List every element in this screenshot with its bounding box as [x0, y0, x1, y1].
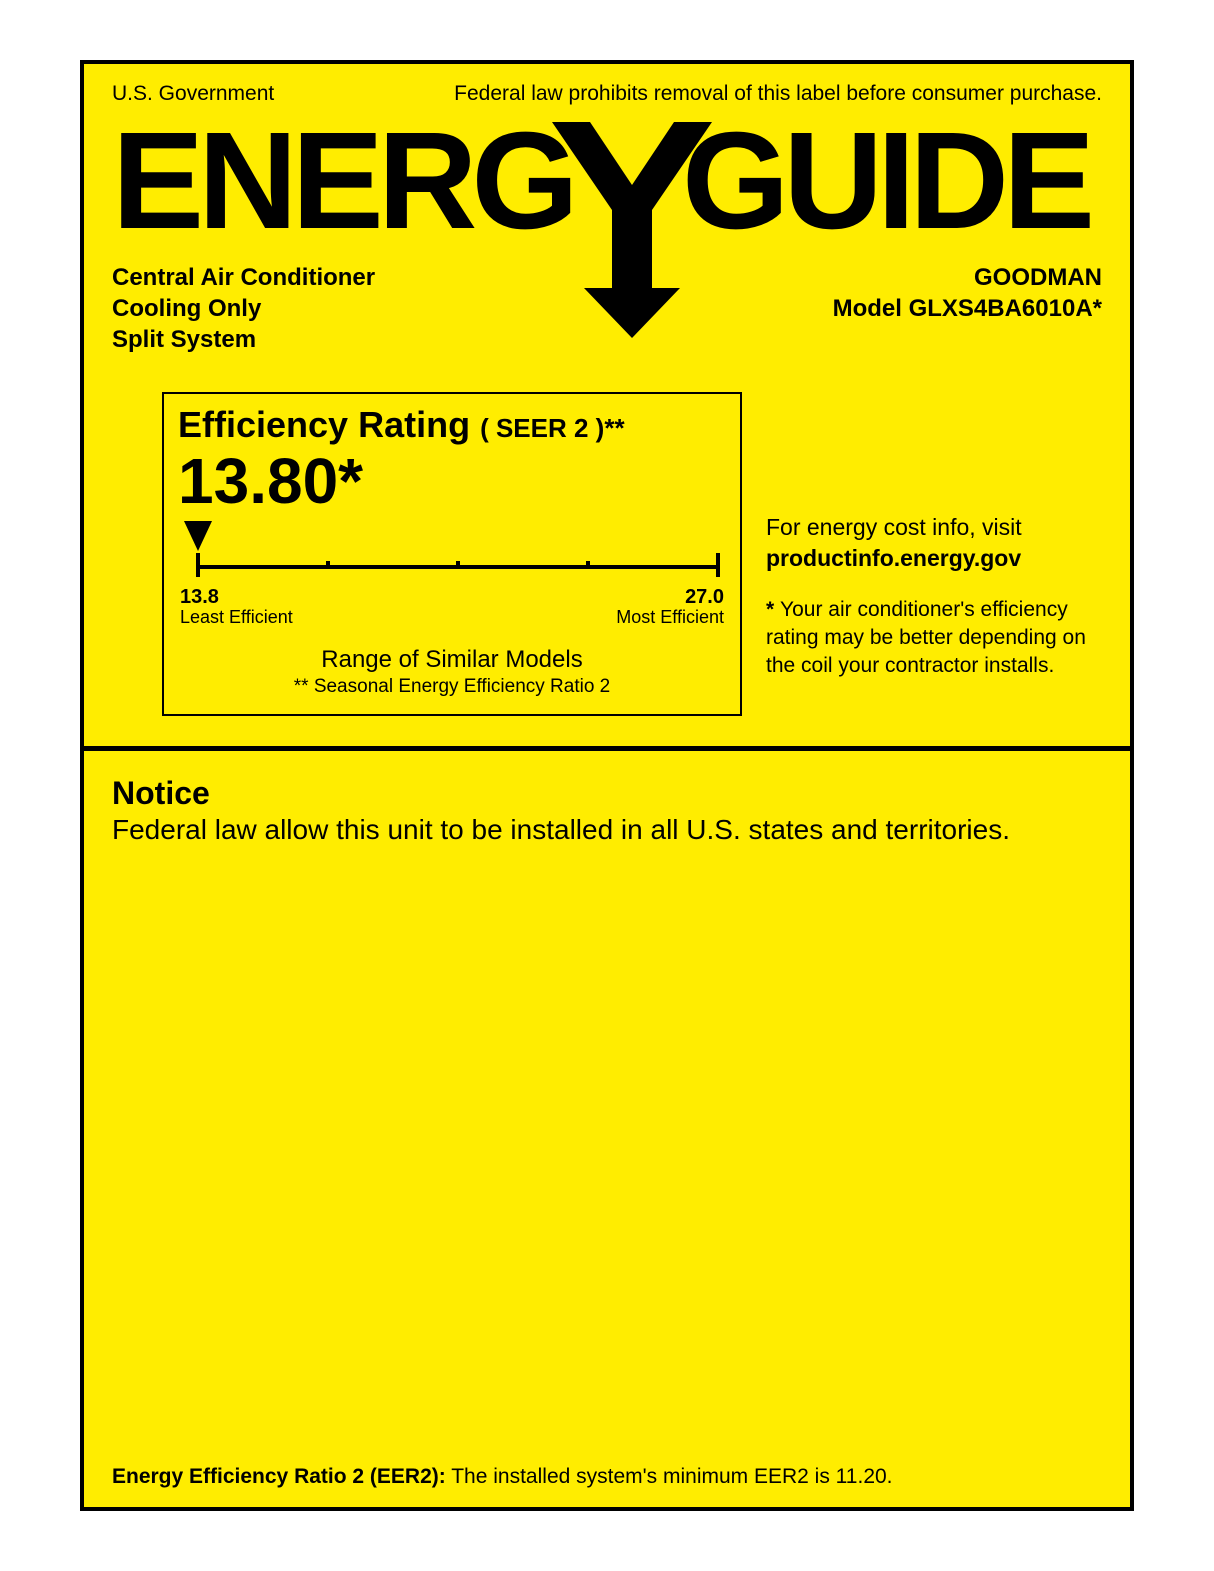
meta-row: Central Air Conditioner Cooling Only Spl…	[112, 262, 1102, 356]
note-marker: *	[766, 598, 774, 621]
product-type: Central Air Conditioner Cooling Only Spl…	[112, 262, 375, 356]
product-type-line: Cooling Only	[112, 293, 375, 324]
efficiency-title: Efficiency Rating ( SEER 2 )**	[178, 404, 726, 446]
side-info: For energy cost info, visit productinfo.…	[766, 392, 1102, 681]
eer-line: Energy Efficiency Ratio 2 (EER2): The in…	[112, 1465, 1102, 1489]
eer-text: The installed system's minimum EER2 is 1…	[451, 1465, 892, 1488]
brand-text: GOODMAN	[833, 262, 1102, 293]
model-text: Model GLXS4BA6010A*	[833, 293, 1102, 324]
notice-text: Federal law allow this unit to be instal…	[112, 814, 1102, 846]
note-text: Your air conditioner's efficiency rating…	[766, 598, 1086, 678]
notice-title: Notice	[112, 775, 1102, 812]
energy-guide-label: U.S. Government Federal law prohibits re…	[80, 60, 1134, 1511]
efficiency-title-text: Efficiency Rating	[178, 404, 470, 445]
scale-max-value: 27.0	[685, 586, 724, 609]
product-type-line: Split System	[112, 324, 375, 355]
product-model: GOODMAN Model GLXS4BA6010A*	[833, 262, 1102, 356]
side-note: * Your air conditioner's efficiency rati…	[766, 596, 1102, 681]
upper-section: U.S. Government Federal law prohibits re…	[84, 64, 1130, 751]
svg-text:ENERG: ENERG	[112, 110, 573, 258]
cost-info-line: For energy cost info, visit	[766, 512, 1102, 543]
efficiency-subtitle: ( SEER 2 )**	[480, 413, 625, 443]
law-text: Federal law prohibits removal of this la…	[454, 82, 1102, 106]
scale-max-label: Most Efficient	[616, 607, 724, 628]
efficiency-box: Efficiency Rating ( SEER 2 )** 13.80*	[162, 392, 742, 716]
scale-min-label: Least Efficient	[180, 607, 293, 628]
gov-text: U.S. Government	[112, 82, 274, 106]
lower-section: Notice Federal law allow this unit to be…	[84, 751, 1130, 1507]
range-title: Range of Similar Models	[178, 646, 726, 674]
eer-label: Energy Efficiency Ratio 2 (EER2):	[112, 1465, 446, 1488]
efficiency-row: Efficiency Rating ( SEER 2 )** 13.80*	[112, 392, 1102, 716]
range-subtitle: ** Seasonal Energy Efficiency Ratio 2	[178, 676, 726, 698]
efficiency-value: 13.80*	[178, 448, 726, 515]
product-type-line: Central Air Conditioner	[112, 262, 375, 293]
efficiency-scale: 13.8 27.0 Least Efficient Most Efficient	[178, 519, 726, 628]
scale-values: 13.8 27.0	[178, 586, 726, 609]
scale-min-value: 13.8	[180, 586, 219, 609]
cost-info-url: productinfo.energy.gov	[766, 543, 1102, 574]
scale-labels: Least Efficient Most Efficient	[178, 607, 726, 628]
svg-text:GUIDE: GUIDE	[682, 110, 1090, 258]
top-row: U.S. Government Federal law prohibits re…	[112, 82, 1102, 106]
